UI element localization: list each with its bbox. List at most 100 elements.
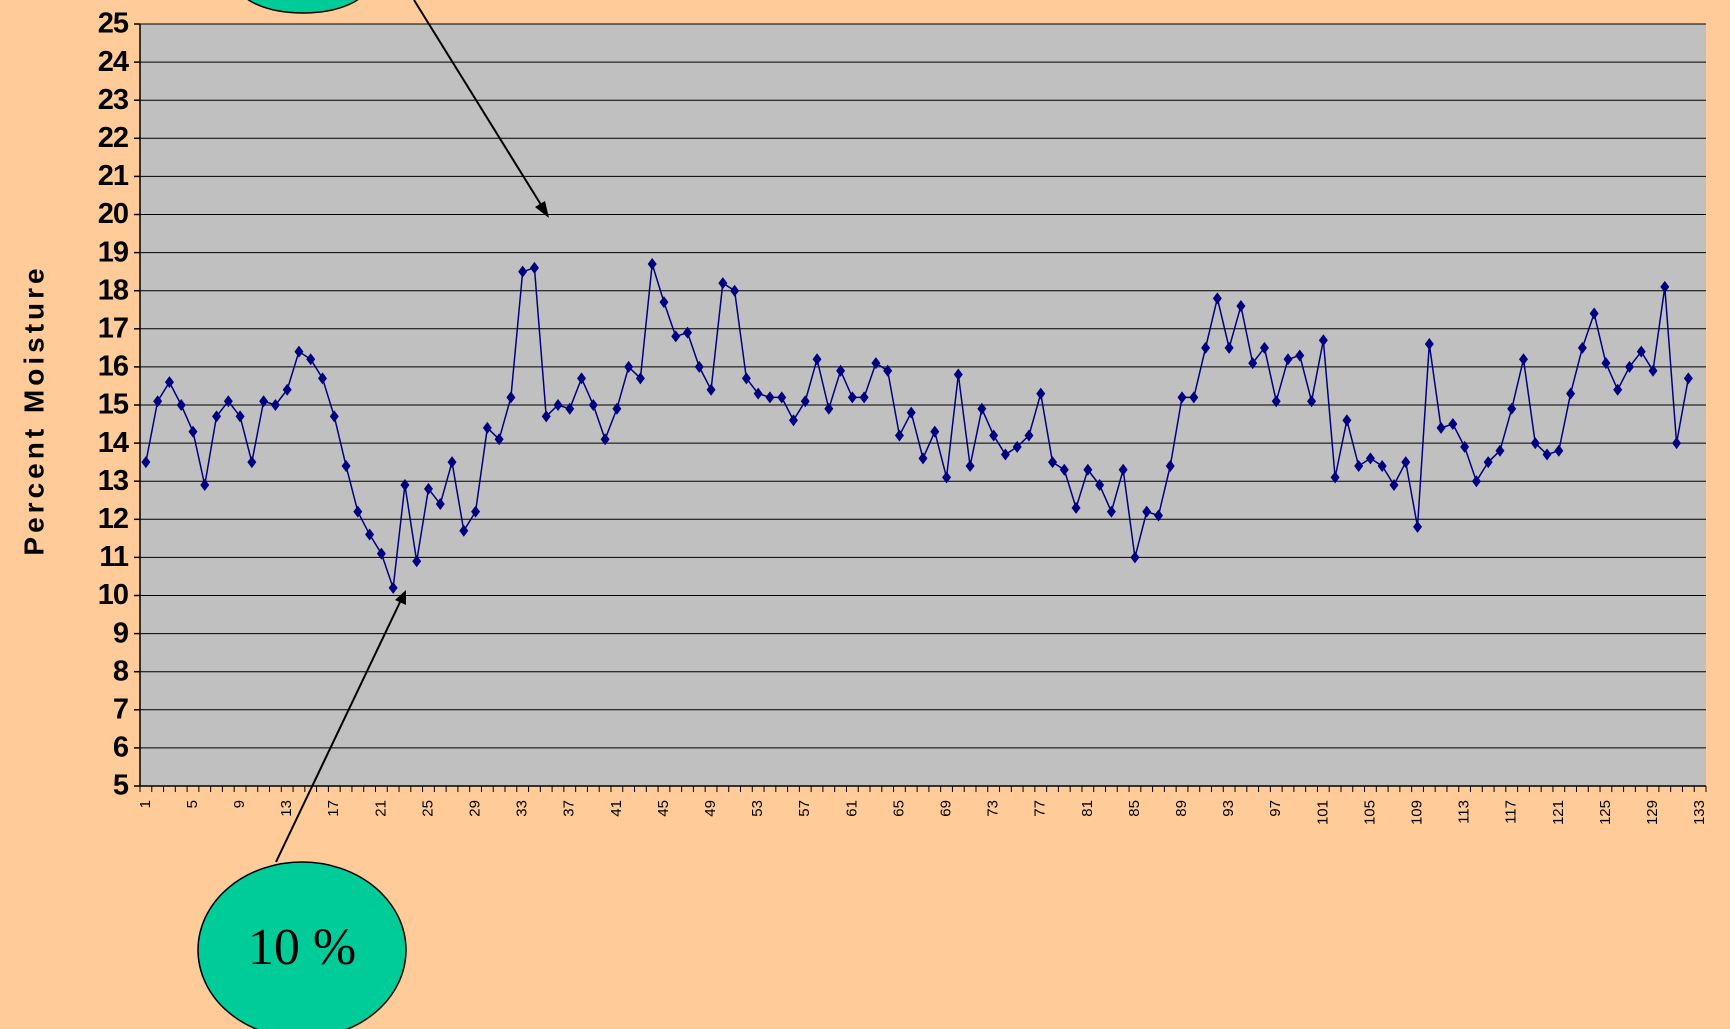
marker: [1507, 402, 1517, 415]
y-tick-label: 5: [113, 770, 129, 802]
marker: [164, 376, 174, 389]
marker: [1212, 292, 1222, 305]
y-tick-label: 21: [98, 160, 129, 192]
marker: [883, 364, 893, 377]
x-tick-label: 109: [1408, 800, 1425, 825]
marker: [906, 406, 916, 419]
x-tick-label: 93: [1220, 800, 1237, 817]
x-tick-label: 85: [1126, 800, 1143, 817]
x-tick-label: 21: [372, 800, 389, 817]
y-tick-label: 19: [98, 236, 129, 268]
callout-arrow: [413, 0, 544, 209]
y-tick-label: 9: [113, 617, 129, 649]
x-tick-label: 37: [561, 800, 578, 817]
marker: [1259, 341, 1269, 354]
marker: [1424, 338, 1434, 351]
marker: [1177, 391, 1187, 404]
marker: [1000, 448, 1010, 461]
marker: [824, 402, 834, 415]
marker: [894, 429, 904, 442]
x-tick-label: 101: [1314, 800, 1331, 825]
x-tick-label: 105: [1361, 800, 1378, 825]
marker: [1342, 414, 1352, 427]
y-tick-label: 10: [98, 579, 128, 611]
marker: [1401, 456, 1411, 469]
marker: [376, 547, 386, 560]
marker: [282, 383, 292, 396]
marker: [1189, 391, 1199, 404]
marker: [1448, 418, 1458, 431]
marker: [200, 479, 210, 492]
marker: [1601, 357, 1611, 370]
series: [141, 258, 1693, 594]
callout-text: 10 %: [248, 919, 356, 976]
y-axis-title: Percent Moisture: [18, 264, 49, 555]
x-tick-label: 41: [608, 800, 625, 817]
series-line: [145, 263, 1690, 589]
marker: [329, 410, 339, 423]
marker: [1518, 353, 1528, 366]
marker: [212, 410, 222, 423]
marker: [694, 360, 704, 373]
arrow-head: [395, 590, 406, 605]
x-tick-label: 121: [1550, 800, 1567, 825]
marker: [836, 364, 846, 377]
marker: [1271, 395, 1281, 408]
x-tick-label: 77: [1032, 800, 1049, 817]
marker: [671, 330, 681, 343]
marker: [1589, 307, 1599, 320]
marker: [635, 372, 645, 385]
y-tick-label: 8: [113, 655, 129, 687]
marker: [1413, 520, 1423, 533]
marker: [989, 429, 999, 442]
marker: [247, 456, 257, 469]
marker: [659, 296, 669, 309]
marker: [1330, 471, 1340, 484]
marker: [459, 524, 469, 537]
marker: [1048, 456, 1058, 469]
marker: [600, 433, 610, 446]
x-tick-label: 57: [796, 800, 813, 817]
marker: [1118, 463, 1128, 476]
marker: [1648, 364, 1658, 377]
marker: [1554, 444, 1564, 457]
x-tick-label: 29: [467, 800, 484, 817]
marker: [1318, 334, 1328, 347]
y-tick-label: 20: [98, 198, 128, 230]
marker: [1130, 551, 1140, 564]
marker: [388, 581, 398, 594]
x-tick-label: 97: [1267, 800, 1284, 817]
marker: [624, 360, 634, 373]
x-tick-label: 1: [137, 800, 154, 808]
marker: [541, 410, 551, 423]
x-tick-label: 125: [1597, 800, 1614, 825]
marker: [223, 395, 233, 408]
marker: [353, 505, 363, 518]
marker: [800, 395, 810, 408]
x-tick-label: 13: [278, 800, 295, 817]
grid: [140, 23, 1706, 787]
marker: [518, 265, 528, 278]
marker: [318, 372, 328, 385]
marker: [683, 326, 693, 339]
x-tick-label: 45: [655, 800, 672, 817]
marker: [1566, 387, 1576, 400]
marker: [1460, 440, 1470, 453]
marker: [1095, 479, 1105, 492]
marker: [565, 402, 575, 415]
marker: [341, 459, 351, 472]
x-tick-label: 61: [843, 800, 860, 817]
marker: [188, 425, 198, 438]
marker: [753, 387, 763, 400]
marker: [777, 391, 787, 404]
x-tick-label: 65: [890, 800, 907, 817]
y-tick-label: 24: [98, 46, 129, 78]
marker: [1495, 444, 1505, 457]
x-tick-label: 9: [231, 800, 248, 808]
marker: [494, 433, 504, 446]
marker: [447, 456, 457, 469]
marker: [953, 368, 963, 381]
marker: [1083, 463, 1093, 476]
callout-bubble: [197, 861, 407, 1029]
